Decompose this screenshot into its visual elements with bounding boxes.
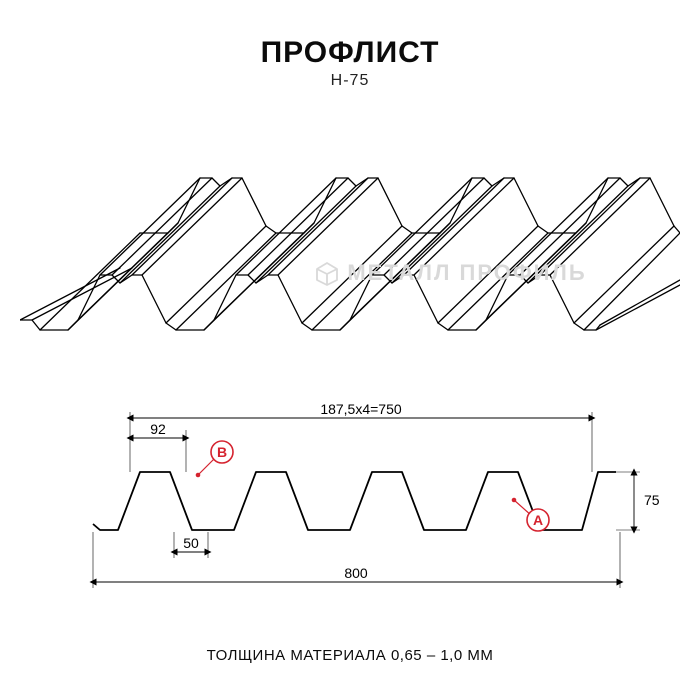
- dim-height: 75: [644, 492, 660, 508]
- callout-b: B: [211, 441, 233, 463]
- material-thickness: ТОЛЩИНА МАТЕРИАЛА 0,65 – 1,0 ММ: [0, 647, 700, 664]
- callout-a: A: [527, 509, 549, 531]
- page: ПРОФЛИСТ Н-75: [0, 0, 700, 700]
- title-block: ПРОФЛИСТ Н-75: [0, 36, 700, 90]
- cross-section-schematic: 187,5x4=750 92 800 50 75 B A: [40, 400, 660, 610]
- dim-pitch: 187,5x4=750: [320, 401, 402, 417]
- dim-width: 800: [344, 565, 368, 581]
- dim-top-small: 92: [150, 421, 166, 437]
- product-title: ПРОФЛИСТ: [0, 36, 700, 70]
- svg-text:A: A: [533, 512, 543, 528]
- product-model: Н-75: [0, 72, 700, 90]
- dim-valley: 50: [183, 535, 199, 551]
- svg-text:B: B: [217, 444, 227, 460]
- isometric-drawing: [20, 130, 680, 360]
